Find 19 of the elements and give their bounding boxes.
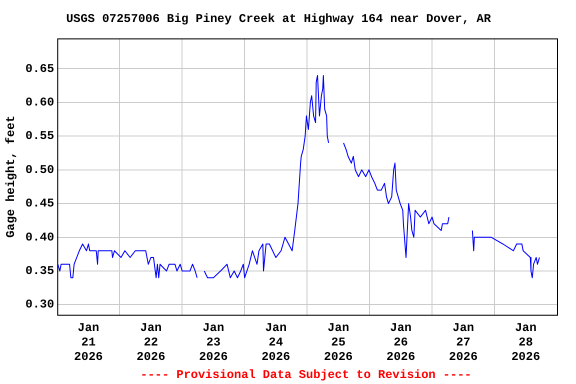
text: ---- Provisional Data Subject to Revision ----: [140, 368, 472, 382]
chart-title: USGS 07257006 Big Piney Creek at Highway 164 near Dover, AR: [66, 12, 492, 26]
y-axis-title: Gage height, feet: [4, 115, 18, 238]
y-tick-label: 0.35: [25, 264, 54, 278]
x-tick-label: Jan 22 2026: [136, 321, 166, 364]
y-tick-label: 0.30: [25, 298, 54, 312]
y-tick-label: 0.55: [25, 129, 54, 144]
x-tick-label: Jan 23 2026: [198, 321, 228, 364]
y-tick-label: 0.50: [25, 162, 54, 177]
y-tick-label: 0.40: [25, 230, 54, 244]
x-tick-label: Jan 21 2026: [74, 321, 103, 364]
y-tick-label: 0.45: [25, 196, 54, 211]
x-tick-label: Jan 25 2026: [324, 321, 353, 364]
x-tick-label: Jan 28 2026: [511, 321, 540, 364]
x-tick-label: Jan 27 2026: [448, 321, 478, 364]
y-tick-label: 0.60: [25, 95, 54, 110]
x-tick-label: Jan 26 2026: [386, 321, 416, 364]
x-tick-label: Jan 24 2026: [261, 321, 290, 364]
y-tick-label: 0.65: [25, 62, 54, 76]
